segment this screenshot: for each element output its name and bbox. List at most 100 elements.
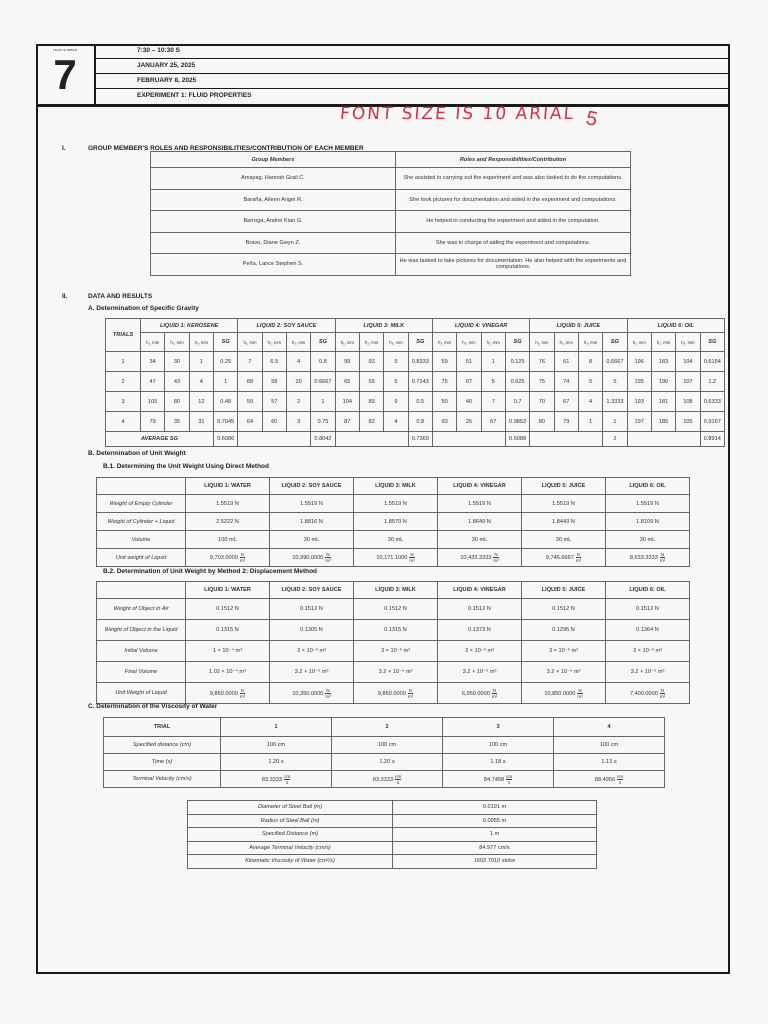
row-label: Unit weight of Liquid [96, 548, 186, 567]
cell-value: 9,746.6667 [545, 554, 574, 561]
cell-value: 30 mL [387, 536, 404, 543]
table-cell: 1.5519 N [437, 494, 522, 513]
section-2-title: DATA AND RESULTS [88, 293, 153, 300]
height-value: 185 [650, 411, 677, 432]
height-header: h₁, mm [139, 332, 166, 352]
height-value: 50 [431, 391, 458, 412]
table-cell: 1.8570 N [353, 512, 438, 531]
table-cell: 30 mL [605, 530, 690, 549]
height-value: 76 [529, 351, 555, 372]
row-label: Initial Volume [96, 640, 186, 662]
unit-denominator: m³ [239, 558, 246, 563]
cell-value: 3.2 × 10⁻⁵ m³ [462, 669, 497, 675]
average-sg-value: 0.6086 [212, 431, 239, 447]
table-cell: 1.8816 N [269, 512, 354, 531]
table-cell: 100 cm [442, 736, 554, 754]
blank-cell [237, 431, 312, 447]
trial-column-header: 2 [331, 717, 443, 737]
height-value: 183 [650, 351, 677, 372]
table-cell: 1 × 10⁻⁴ m³ [185, 640, 270, 662]
unit-denominator: m³ [409, 558, 415, 563]
unit-denominator: m³ [407, 693, 414, 699]
table-cell: 1.8649 N [437, 512, 522, 531]
team-number-cell: TEAM NUMBER 7 [36, 44, 96, 106]
height-value: 3 [285, 411, 312, 432]
liquid-column-header: LIQUID 1: WATER [185, 581, 270, 599]
height-value: 5 [577, 371, 604, 392]
header-experiment-title: EXPERIMENT 1: FLUID PROPERTIES [137, 92, 252, 99]
column-header: Group Members [150, 151, 396, 168]
summary-value: 0.0955 m [392, 813, 597, 828]
table-row: Weight of Object in Air 0.1512 N 0.1512 N 0… [96, 598, 690, 620]
cell-value: 0.1512 N [300, 606, 323, 612]
table-cell: 100 cm [220, 736, 332, 754]
summary-row: Kinematic Viscosity of Water (cm²/s) 1602… [187, 854, 597, 869]
table-cell: 3 × 10⁻⁵ m³ [269, 640, 354, 662]
header-time: 7:30 – 10:30 S [96, 44, 730, 59]
height-value: 4 [188, 371, 214, 392]
unit-fraction: cm s [395, 774, 402, 785]
cell-value: 1.5519 N [552, 500, 575, 507]
cell-value: 1.8649 N [468, 518, 491, 525]
unit-numerator: cm [284, 773, 291, 780]
height-header: h₁, mm [529, 332, 555, 352]
table-cell: 100 cm [331, 736, 443, 754]
cell-value: 10,350.0000 [292, 690, 324, 697]
member-name: Bravo, Diane Gwyn Z. [150, 231, 396, 254]
unit-denominator: s [507, 779, 511, 785]
handwritten-note: FONT SIZE IS 10 ARIAL [339, 104, 576, 124]
unit-fraction: cm s [506, 774, 513, 785]
table-row: Time (s) 1.20 s 1.20 s 1.18 s 1.13 s [103, 753, 665, 771]
member-name: Peña, Lance Stephen S. [150, 253, 396, 276]
unit-fraction: cm s [284, 773, 291, 785]
height-value: 82 [358, 411, 385, 432]
table-cell: 1.5519 N [353, 494, 438, 513]
height-value: 67 [553, 391, 579, 412]
height-value: 108 [675, 391, 701, 412]
table-cell: 1.02 × 10⁻⁴ m³ [185, 661, 270, 683]
cell-value: 3 × 10⁻⁵ m³ [632, 648, 663, 654]
unit-numerator: N [577, 687, 583, 694]
unit-numerator: N [575, 552, 582, 558]
height-value: 57 [261, 391, 287, 412]
cell-value: 1.8109 N [636, 518, 659, 525]
sg-value: 1.2 [699, 371, 726, 392]
cell-value: 1.5519 N [636, 500, 659, 507]
table-row: Weight of Object in the Liquid 0.1315 N 0.… [96, 619, 690, 641]
blank-cell [431, 431, 506, 447]
table-cell: 3.2 × 10⁻⁵ m³ [605, 661, 690, 683]
table-cell: 0.1512 N [185, 598, 270, 620]
height-value: 59 [358, 371, 385, 392]
height-header: h₁, mm [626, 332, 652, 352]
sg-value: 0.48 [212, 391, 239, 412]
cell-value: 1.8816 N [300, 518, 323, 525]
cell-value: 9,850.0000 [209, 690, 238, 697]
row-label: Weight of Object in Air [96, 598, 186, 620]
height-value: 197 [626, 411, 652, 432]
sg-header: SG [212, 332, 239, 352]
unit-denominator: m³ [325, 558, 331, 563]
height-value: 51 [456, 351, 482, 372]
table-cell: 2.5222 N [185, 512, 270, 531]
unit-denominator: m³ [493, 558, 499, 563]
trial-header: TRIAL [103, 717, 221, 737]
sg-value: 0.9167 [699, 411, 726, 432]
table-cell: 1.5519 N [185, 494, 270, 513]
team-number-label: TEAM NUMBER [52, 48, 78, 52]
trial-column-header: 3 [442, 717, 554, 737]
cell-value: 83.3333 [372, 776, 394, 783]
height-value: 105 [675, 411, 701, 432]
sg-value: 0.8 [407, 411, 433, 432]
row-label: Final Volume [96, 661, 186, 683]
trial-number: 4 [105, 411, 141, 432]
section-b1-title: B.1. Determining the Unit Weight Using D… [103, 463, 269, 470]
cell-value: 0.1315 N [384, 627, 407, 633]
cell-value: 3.2 × 10⁻⁵ m³ [546, 669, 581, 675]
unit-denominator: m³ [239, 693, 246, 699]
unit-denominator: m³ [491, 693, 498, 699]
